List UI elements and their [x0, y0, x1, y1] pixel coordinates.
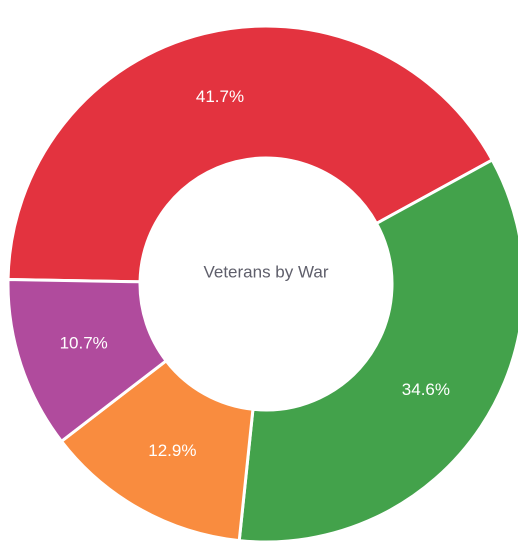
labels-layer: 41.7% 34.6% 12.9% 10.7% [60, 87, 450, 460]
slice-label-2: 34.6% [402, 380, 450, 399]
slice-2 [237, 157, 518, 544]
slice-label-4: 10.7% [60, 334, 108, 353]
slice-label-1: 41.7% [196, 87, 244, 106]
slice-1 [6, 24, 495, 284]
slices-layer [6, 24, 518, 544]
chart-title: Veterans by War [203, 262, 328, 281]
slice-label-3: 12.9% [148, 441, 196, 460]
slice-4 [6, 277, 169, 444]
